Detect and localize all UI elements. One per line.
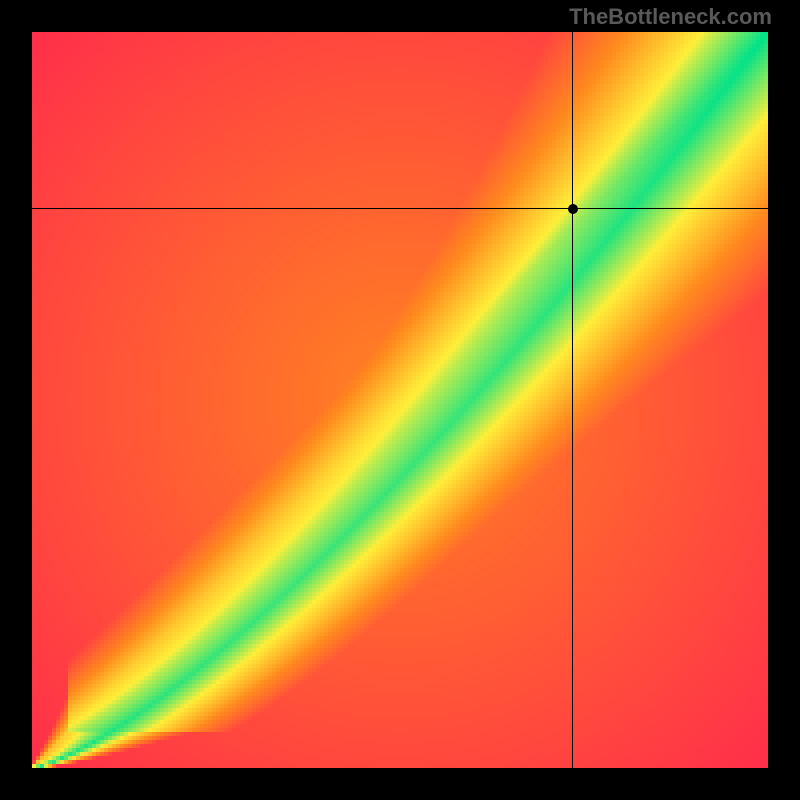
crosshair-marker bbox=[568, 204, 578, 214]
watermark-text: TheBottleneck.com bbox=[569, 4, 772, 30]
bottleneck-heatmap bbox=[32, 32, 768, 768]
chart-container: TheBottleneck.com bbox=[0, 0, 800, 800]
crosshair-vertical bbox=[572, 32, 573, 768]
crosshair-horizontal bbox=[32, 208, 768, 209]
